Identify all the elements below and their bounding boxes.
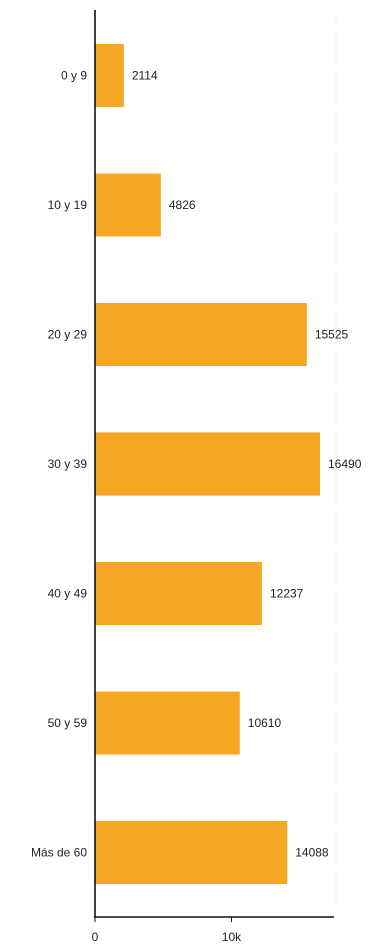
bar <box>95 173 161 237</box>
bar-value-label: 16490 <box>328 457 362 471</box>
bar <box>95 821 288 884</box>
category-label: 30 y 39 <box>48 457 88 471</box>
x-tick-label: 0 <box>92 930 99 944</box>
category-label: 50 y 59 <box>48 716 88 730</box>
category-label: Más de 60 <box>31 846 87 860</box>
bar <box>95 562 262 625</box>
x-tick-label: 10k <box>222 930 242 944</box>
bar <box>95 432 320 496</box>
category-label: 20 y 29 <box>48 328 88 342</box>
category-label: 0 y 9 <box>61 69 87 83</box>
bar-value-label: 14088 <box>295 846 329 860</box>
bar-value-label: 10610 <box>248 716 282 730</box>
category-label: 10 y 19 <box>48 198 88 212</box>
bar-value-label: 4826 <box>169 198 196 212</box>
bar <box>95 303 307 366</box>
bar-value-label: 12237 <box>270 587 304 601</box>
bar-value-label: 2114 <box>132 69 158 83</box>
bar <box>95 44 124 107</box>
category-label: 40 y 49 <box>48 587 88 601</box>
bar-value-label: 15525 <box>315 328 349 342</box>
bar <box>95 691 240 755</box>
